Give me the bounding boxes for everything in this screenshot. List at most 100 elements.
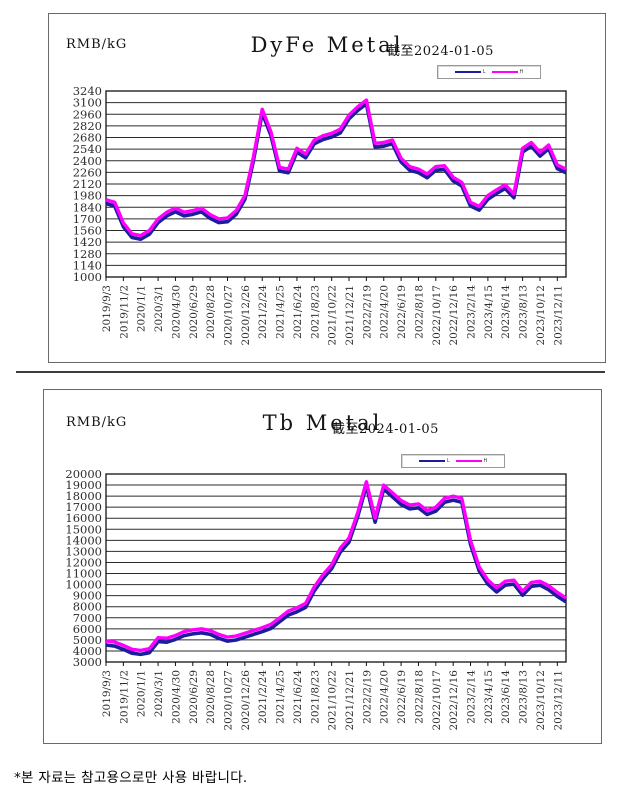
- svg-text:2022/10/17: 2022/10/17: [431, 670, 443, 731]
- chart-panel-dyfe: RMB/kG DyFe Metal 截至2024-01-05 L H 1000 1…: [48, 13, 606, 363]
- svg-text:2021/12/21: 2021/12/21: [344, 670, 356, 731]
- svg-text:1560: 1560: [73, 224, 102, 238]
- svg-text:2022/8/18: 2022/8/18: [413, 285, 425, 339]
- svg-text:2960: 2960: [73, 107, 102, 121]
- svg-text:2022/6/19: 2022/6/19: [396, 285, 408, 339]
- svg-text:2260: 2260: [73, 165, 102, 179]
- svg-text:2020/8/28: 2020/8/28: [205, 670, 217, 724]
- svg-text:2020/10/27: 2020/10/27: [223, 285, 235, 346]
- svg-text:20000: 20000: [65, 467, 102, 481]
- high-series-line-swatch: [455, 460, 482, 462]
- y-unit-label: RMB/kG: [66, 37, 128, 52]
- low-series-line-swatch: [418, 460, 445, 462]
- svg-text:2021/4/25: 2021/4/25: [275, 285, 287, 339]
- svg-text:2020/6/29: 2020/6/29: [188, 285, 200, 339]
- svg-text:2020/3/1: 2020/3/1: [153, 670, 165, 717]
- divider-line: [16, 371, 605, 373]
- svg-text:2021/6/24: 2021/6/24: [292, 285, 304, 339]
- tb-plot-area: 3000400050006000700080009000100001100012…: [65, 467, 567, 731]
- svg-text:2400: 2400: [73, 154, 102, 168]
- svg-text:3100: 3100: [73, 96, 102, 110]
- svg-text:2019/9/3: 2019/9/3: [101, 670, 113, 717]
- svg-text:2019/9/3: 2019/9/3: [101, 285, 113, 332]
- svg-text:2020/1/1: 2020/1/1: [136, 670, 148, 717]
- svg-text:2023/10/12: 2023/10/12: [535, 670, 547, 731]
- svg-text:2021/10/22: 2021/10/22: [327, 670, 339, 731]
- svg-text:7000: 7000: [73, 611, 102, 625]
- svg-text:15000: 15000: [65, 522, 102, 536]
- svg-text:2023/12/11: 2023/12/11: [552, 285, 564, 346]
- legend-label-low: L: [446, 457, 450, 464]
- svg-text:2022/10/17: 2022/10/17: [431, 285, 443, 346]
- svg-text:14000: 14000: [65, 533, 102, 547]
- chart-panel-tb: RMB/kG Tb Metal 截至2024-01-05 L H 3000 400…: [43, 389, 602, 744]
- svg-text:2020/10/27: 2020/10/27: [223, 670, 235, 731]
- svg-text:18000: 18000: [65, 489, 102, 503]
- chart-title: Tb Metal: [262, 411, 383, 435]
- svg-text:2020/8/28: 2020/8/28: [205, 285, 217, 339]
- svg-text:2020/12/26: 2020/12/26: [240, 670, 252, 731]
- legend: L H: [437, 65, 541, 79]
- svg-text:13000: 13000: [65, 544, 102, 558]
- svg-text:2022/4/20: 2022/4/20: [379, 670, 391, 724]
- legend-item-high: H: [491, 68, 524, 75]
- svg-text:5000: 5000: [73, 633, 102, 647]
- svg-text:2680: 2680: [73, 131, 102, 145]
- svg-text:2022/2/19: 2022/2/19: [361, 285, 373, 339]
- svg-text:2022/12/16: 2022/12/16: [448, 285, 460, 346]
- legend: L H: [401, 454, 505, 468]
- svg-text:2021/8/23: 2021/8/23: [309, 670, 321, 724]
- legend-item-low: L: [418, 457, 450, 464]
- footnote: *본 자료는 참고용으로만 사용 바랍니다.: [14, 770, 248, 786]
- svg-text:1700: 1700: [73, 212, 102, 226]
- chart-title: DyFe Metal: [250, 33, 404, 57]
- svg-text:2022/6/19: 2022/6/19: [396, 670, 408, 724]
- svg-text:2020/3/1: 2020/3/1: [153, 285, 165, 332]
- svg-text:2023/2/14: 2023/2/14: [466, 670, 478, 724]
- svg-text:2021/2/24: 2021/2/24: [257, 670, 269, 724]
- svg-text:2023/4/15: 2023/4/15: [483, 285, 495, 339]
- svg-text:2019/11/2: 2019/11/2: [118, 670, 130, 724]
- svg-text:9000: 9000: [73, 589, 102, 603]
- svg-text:2022/4/20: 2022/4/20: [379, 285, 391, 339]
- svg-text:2021/4/25: 2021/4/25: [275, 670, 287, 724]
- svg-text:2120: 2120: [73, 177, 102, 191]
- svg-text:16000: 16000: [65, 511, 102, 525]
- svg-text:2023/4/15: 2023/4/15: [483, 670, 495, 724]
- legend-item-high: H: [455, 457, 488, 464]
- svg-text:2022/2/19: 2022/2/19: [361, 670, 373, 724]
- y-unit-label: RMB/kG: [66, 415, 128, 430]
- svg-text:1280: 1280: [73, 247, 102, 261]
- svg-text:2540: 2540: [73, 142, 102, 156]
- svg-text:1140: 1140: [73, 258, 102, 272]
- svg-text:2022/12/16: 2022/12/16: [448, 670, 460, 731]
- svg-text:8000: 8000: [73, 600, 102, 614]
- svg-text:2021/8/23: 2021/8/23: [309, 285, 321, 339]
- asof-date-label: 截至2024-01-05: [387, 44, 494, 59]
- svg-text:1420: 1420: [73, 235, 102, 249]
- svg-text:2020/12/26: 2020/12/26: [240, 285, 252, 346]
- svg-text:2019/11/2: 2019/11/2: [118, 285, 130, 339]
- svg-text:2022/8/18: 2022/8/18: [413, 670, 425, 724]
- svg-text:2023/8/13: 2023/8/13: [518, 285, 530, 339]
- asof-date-label: 截至2024-01-05: [332, 422, 439, 437]
- svg-text:2023/10/12: 2023/10/12: [535, 285, 547, 346]
- svg-text:2020/6/29: 2020/6/29: [188, 670, 200, 724]
- svg-text:2020/1/1: 2020/1/1: [136, 285, 148, 332]
- svg-text:2021/2/24: 2021/2/24: [257, 285, 269, 339]
- high-series-line-swatch: [491, 71, 518, 73]
- dyfe-plot-area: 1000114012801420156017001840198021202260…: [73, 84, 567, 346]
- svg-text:3240: 3240: [73, 84, 102, 98]
- svg-text:11000: 11000: [65, 567, 102, 581]
- legend-label-high: H: [483, 457, 488, 464]
- svg-text:2820: 2820: [73, 119, 102, 133]
- svg-text:2021/6/24: 2021/6/24: [292, 670, 304, 724]
- svg-text:2023/6/14: 2023/6/14: [500, 670, 512, 724]
- svg-text:17000: 17000: [65, 500, 102, 514]
- legend-item-low: L: [454, 69, 486, 75]
- legend-label-high: H: [519, 68, 524, 75]
- svg-text:3000: 3000: [73, 655, 102, 669]
- svg-text:6000: 6000: [73, 622, 102, 636]
- svg-text:4000: 4000: [73, 644, 102, 658]
